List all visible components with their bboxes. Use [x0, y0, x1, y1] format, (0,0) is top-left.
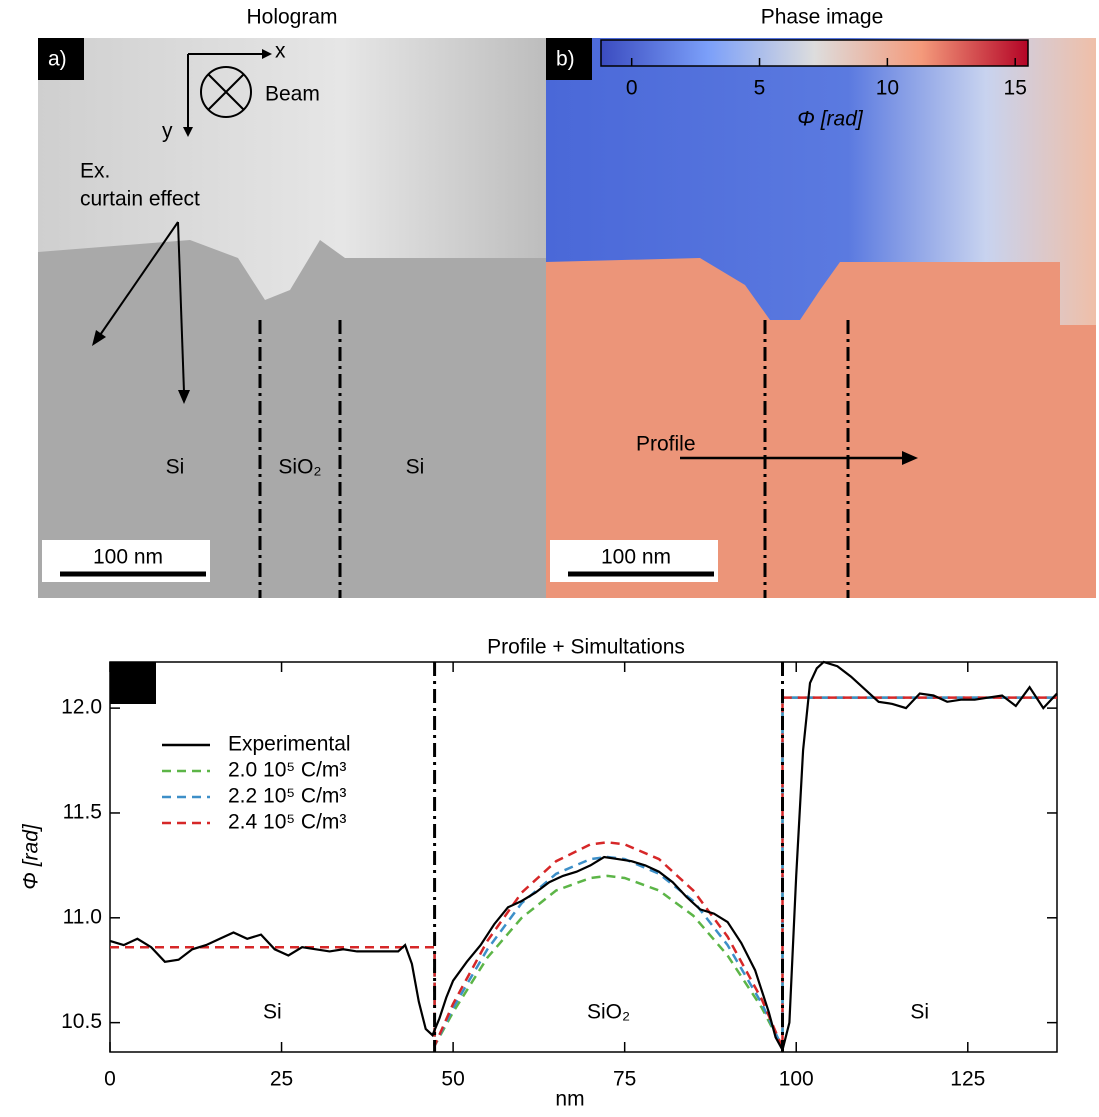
y-tick-label: 12.0 [61, 696, 102, 719]
arrowhead [902, 451, 918, 465]
scale-bar-label: 100 nm [93, 546, 163, 569]
legend-label: 2.2 10⁵ C/m³ [228, 785, 346, 808]
colorbar-tick-label: 0 [626, 77, 638, 100]
chart-title: Profile + Simultations [487, 636, 685, 659]
panel-label: c) [120, 672, 138, 695]
legend-label: Experimental [228, 733, 351, 756]
legend-label: 2.0 10⁵ C/m³ [228, 759, 346, 782]
colorbar-tick-label: 15 [1004, 77, 1027, 100]
panel-label-box [38, 38, 84, 80]
annotation: Ex. [80, 160, 110, 183]
arrowhead [178, 390, 190, 404]
beam-symbol [207, 73, 245, 111]
panel-title: Hologram [246, 6, 337, 29]
panel-label: a) [48, 48, 67, 71]
annotation-arrow [97, 221, 179, 339]
region-label: Si [910, 1001, 929, 1024]
colorbar [600, 39, 1029, 67]
region-label: SiO₂ [278, 456, 321, 479]
vacuum-region [546, 38, 1096, 325]
axis-y-label: y [162, 120, 173, 143]
colorbar-label: Φ [rad] [797, 108, 864, 131]
y-tick-label: 11.5 [63, 801, 102, 824]
x-axis-label: nm [555, 1088, 584, 1111]
region-label: SiO₂ [587, 1001, 630, 1024]
colorbar-tick-label: 5 [754, 77, 766, 100]
beam-label: Beam [265, 83, 320, 106]
panel-label-box [110, 662, 156, 704]
axis-x-label: x [275, 40, 286, 63]
plot-frame [109, 661, 1058, 1053]
scale-bar-label: 100 nm [601, 546, 671, 569]
y-tick-label: 10.5 [61, 1010, 102, 1033]
arrowhead [183, 127, 193, 137]
panel-label: b) [556, 48, 575, 71]
region-label: Si [166, 456, 185, 479]
x-tick-label: 125 [950, 1068, 985, 1091]
profile-label: Profile [636, 433, 696, 456]
annotation: curtain effect [80, 188, 200, 211]
y-tick-label: 11.0 [63, 905, 102, 928]
x-tick-label: 0 [104, 1068, 116, 1091]
data-line [109, 660, 1058, 1053]
x-tick-label: 50 [441, 1068, 464, 1091]
beam-symbol [200, 66, 252, 118]
region-label: Si [406, 456, 425, 479]
x-tick-label: 100 [779, 1068, 814, 1091]
panel-title: Phase image [761, 6, 884, 29]
arrowhead [92, 330, 106, 346]
panel-label-box [546, 38, 592, 80]
legend-label: 2.4 10⁵ C/m³ [228, 811, 346, 834]
plot: 0 25 50 75 100 125 10.5 11.0 11.5 12.0 Si SiO₂ Si c) E… [61, 660, 1058, 1091]
arrowhead [262, 49, 272, 59]
x-tick-label: 25 [270, 1068, 293, 1091]
x-tick-label: 75 [613, 1068, 636, 1091]
y-axis-label: Φ [rad] [20, 823, 43, 890]
colorbar-axis: 0 5 10 15 [626, 58, 1027, 100]
region-label: Si [263, 1001, 282, 1024]
annotation-arrow [177, 221, 185, 393]
colorbar-tick-label: 10 [876, 77, 899, 100]
vacuum-region [38, 38, 546, 300]
